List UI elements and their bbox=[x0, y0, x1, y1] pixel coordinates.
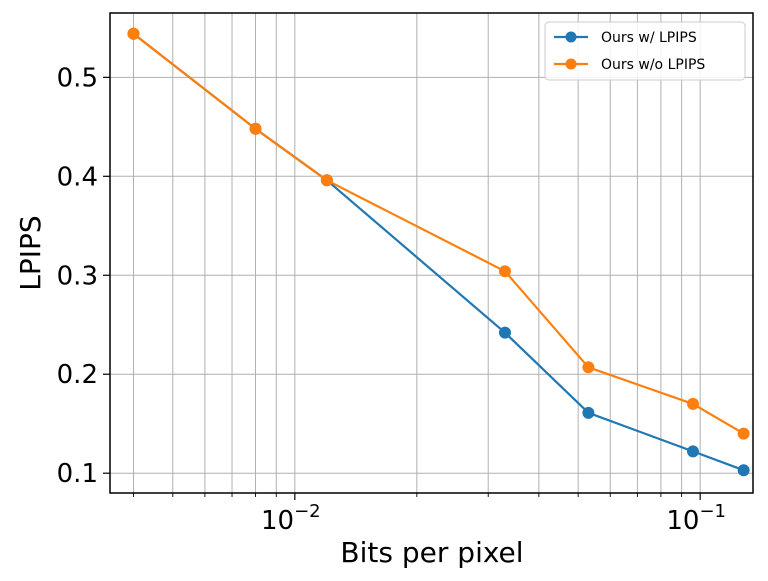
x-tick-label: 10−1 bbox=[666, 501, 726, 536]
y-tick-label: 0.3 bbox=[57, 261, 98, 291]
data-point bbox=[686, 397, 699, 410]
x-tick-label-exponent: −2 bbox=[294, 501, 321, 522]
legend-marker bbox=[565, 58, 577, 70]
legend-entry-label: Ours w/o LPIPS bbox=[601, 57, 705, 73]
data-point bbox=[127, 27, 140, 40]
legend-marker bbox=[565, 31, 577, 43]
legend-box bbox=[544, 21, 746, 81]
data-point bbox=[737, 427, 750, 440]
series-line-0 bbox=[132, 32, 744, 472]
data-point bbox=[582, 406, 595, 419]
data-point bbox=[249, 122, 262, 135]
y-axis-label: LPIPS bbox=[14, 215, 47, 290]
data-point bbox=[686, 445, 699, 458]
x-tick-label-exponent: −1 bbox=[699, 501, 726, 522]
plot-frame bbox=[109, 12, 754, 494]
legend-entry-label: Ours w/ LPIPS bbox=[601, 30, 697, 46]
grid-layer bbox=[110, 13, 753, 493]
y-tick-label: 0.2 bbox=[57, 360, 98, 390]
data-point bbox=[498, 265, 511, 278]
series-line-1 bbox=[132, 32, 745, 435]
x-tick-label-base: 10 bbox=[261, 506, 294, 536]
y-tick-label: 0.5 bbox=[57, 63, 98, 93]
ticks-layer: 0.10.20.30.40.510−2 10−1 bbox=[57, 63, 726, 536]
legend: Ours w/ LPIPS Ours w/o LPIPS bbox=[544, 21, 746, 81]
y-tick-label: 0.1 bbox=[57, 459, 98, 489]
data-point bbox=[737, 464, 750, 477]
x-tick-label: 10−2 bbox=[261, 501, 321, 536]
series-layer bbox=[127, 27, 750, 477]
x-axis-label: Bits per pixel bbox=[340, 536, 523, 569]
data-point bbox=[498, 326, 511, 339]
y-tick-label: 0.4 bbox=[57, 162, 98, 192]
x-tick-label-base: 10 bbox=[666, 506, 699, 536]
data-point bbox=[582, 361, 595, 374]
data-point bbox=[320, 174, 333, 187]
